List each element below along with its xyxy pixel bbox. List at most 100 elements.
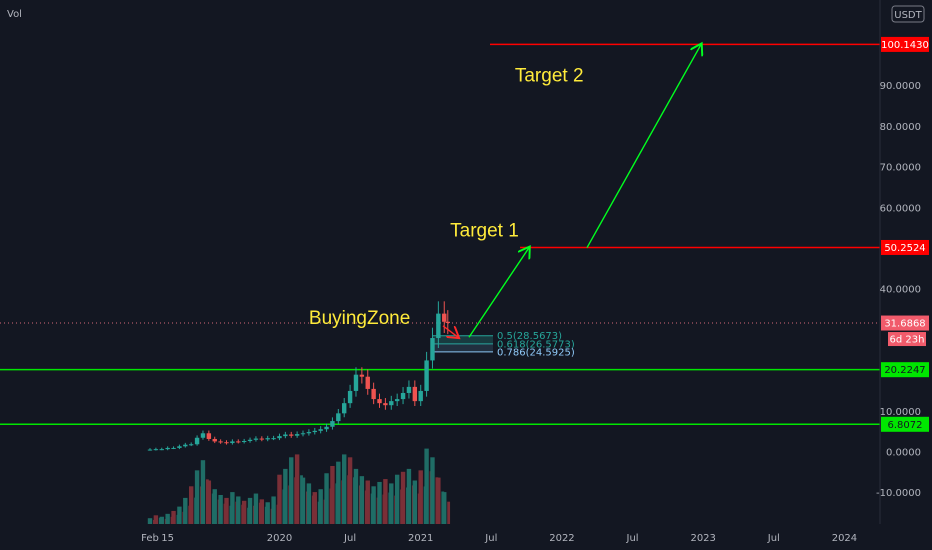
price-tick-label: -10.0000 — [876, 488, 921, 499]
target-arrows — [442, 45, 701, 338]
volume-bar — [418, 470, 423, 524]
volume-bar — [430, 457, 435, 524]
currency-badge[interactable]: USDT — [891, 5, 925, 23]
candle-body — [194, 437, 200, 445]
time-tick-label: Jul — [767, 533, 780, 544]
price-level-tag-label: 20.2247 — [884, 365, 925, 376]
volume-bar — [212, 489, 217, 524]
volume-bar — [394, 474, 400, 524]
volume-bar — [188, 486, 194, 524]
candle-body — [271, 438, 276, 440]
candle-body — [206, 433, 212, 439]
volume-bar — [253, 493, 259, 524]
volume-bar — [300, 477, 306, 524]
price-tick-label: 80.0000 — [880, 122, 921, 133]
price-level-tag-label: 6.8072 — [888, 420, 923, 431]
volume-bar — [171, 510, 176, 524]
candle-body — [283, 434, 288, 437]
candle-body — [445, 321, 450, 323]
time-tick-label: 2022 — [549, 533, 574, 544]
volume-bar — [383, 479, 388, 524]
pullback-arrow — [442, 325, 458, 337]
volume-bar — [271, 496, 276, 524]
volume-bar — [377, 481, 382, 524]
time-axis[interactable]: Feb 15 2020 Jul 2021 Jul 2022 Jul 2023 Jul 2024 — [141, 533, 857, 544]
candle-body — [147, 449, 153, 451]
candle-body — [177, 446, 182, 448]
time-tick-label: 2024 — [832, 533, 857, 544]
volume-bar — [259, 499, 265, 524]
fib-label: 0.5(28.5673) — [497, 331, 562, 342]
time-tick-label: 2020 — [267, 533, 292, 544]
volume-bar — [371, 486, 376, 524]
candle-body — [277, 436, 282, 439]
candle-body — [318, 429, 323, 431]
candle-body — [247, 439, 253, 442]
volume-bar — [183, 497, 188, 524]
fib-zone-lower — [432, 343, 493, 352]
candle-body — [347, 390, 353, 404]
volume-bar — [424, 448, 429, 524]
candle-body — [377, 399, 382, 404]
time-tick-label: Feb — [141, 533, 159, 544]
candle-body — [294, 434, 300, 436]
countdown-tag — [888, 332, 926, 347]
volume-bar — [353, 468, 359, 524]
target1-arrow — [468, 248, 529, 338]
volume-bar — [283, 468, 288, 524]
annotation-label: Target 1 — [450, 220, 519, 241]
volume-bar — [289, 457, 294, 524]
candle-body — [394, 399, 400, 402]
countdown-label: 6d 23h — [890, 335, 925, 346]
volume-bar — [406, 468, 412, 524]
volume-bar — [218, 495, 223, 524]
candle-body — [259, 438, 265, 440]
candle-body — [265, 438, 270, 440]
candle-body — [418, 390, 423, 402]
volume-bar — [236, 496, 241, 524]
time-tick-label: 15 — [161, 533, 174, 544]
volume-bar — [400, 471, 406, 524]
candle-body — [324, 426, 329, 430]
price-level-tag — [881, 36, 929, 52]
volume-bar — [447, 501, 451, 524]
price-axis[interactable]: 90.0000 80.0000 70.0000 60.0000 40.0000 10.00… — [876, 36, 929, 499]
price-level-tag — [881, 239, 929, 255]
volume-bar — [318, 489, 323, 524]
candle-body — [330, 421, 335, 427]
price-levels: 0.5(28.5673)0.618(26.5773)0.786(24.5925) — [0, 43, 880, 426]
volume-bar — [442, 492, 447, 524]
candle-body — [436, 313, 441, 339]
volume-bar — [230, 492, 235, 524]
price-level-tag-label: 50.2524 — [884, 243, 925, 254]
candle-body — [365, 376, 370, 389]
candle-body — [212, 438, 217, 442]
volume-bar — [294, 454, 300, 524]
time-tick-label: Jul — [343, 533, 356, 544]
volume-bar — [347, 457, 353, 524]
annotation-label: BuyingZone — [309, 308, 410, 329]
volume-bar — [206, 480, 212, 524]
candle-body — [224, 442, 229, 444]
volume-bar — [389, 483, 394, 524]
volume-bar — [330, 466, 335, 524]
candle-body — [306, 432, 312, 434]
volume-bar — [200, 460, 206, 524]
fib-label: 0.618(26.5773) — [497, 339, 575, 350]
fib-label: 0.786(24.5925) — [497, 347, 575, 358]
vol-label: Vol — [7, 9, 22, 20]
candle-body — [406, 386, 412, 393]
volume-bar — [412, 480, 418, 524]
candle-body — [389, 401, 394, 406]
price-tick-label: 0.0000 — [886, 448, 921, 459]
volume-bar — [277, 474, 282, 524]
volume-bar — [359, 476, 365, 524]
candle-body — [300, 433, 306, 435]
currency-label: USDT — [894, 10, 922, 21]
volume-bar — [159, 516, 164, 524]
candle-body — [171, 447, 176, 449]
price-level-tag — [881, 362, 929, 378]
annotation-label: Target 2 — [515, 66, 584, 87]
target2-arrow — [586, 45, 701, 249]
